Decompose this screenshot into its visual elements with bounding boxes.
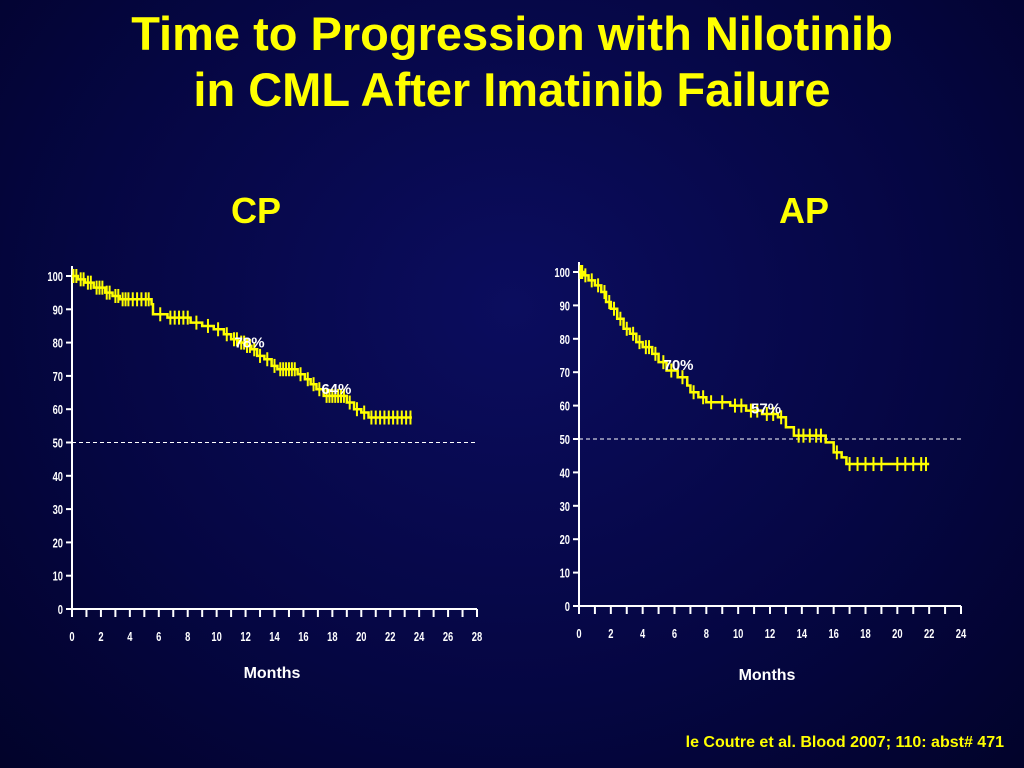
x-tick-label: 16 bbox=[298, 631, 308, 645]
y-tick-label: 20 bbox=[53, 537, 63, 551]
x-tick-label: 8 bbox=[704, 628, 709, 642]
x-tick-label: 18 bbox=[860, 628, 870, 642]
x-tick-label: 14 bbox=[797, 628, 808, 642]
x-tick-label: 26 bbox=[443, 631, 453, 645]
x-tick-label: 6 bbox=[672, 628, 677, 642]
x-tick-label: 24 bbox=[414, 631, 425, 645]
y-tick-label: 10 bbox=[560, 567, 570, 581]
x-tick-label: 4 bbox=[127, 631, 133, 645]
x-axis-title: Months bbox=[739, 667, 796, 684]
y-tick-label: 80 bbox=[560, 333, 570, 347]
x-tick-label: 10 bbox=[211, 631, 221, 645]
x-tick-label: 6 bbox=[156, 631, 161, 645]
survival-annotation: 64% bbox=[321, 381, 351, 398]
y-tick-label: 60 bbox=[560, 400, 570, 414]
survival-annotation: 78% bbox=[235, 334, 265, 351]
x-tick-label: 2 bbox=[98, 631, 103, 645]
x-tick-label: 8 bbox=[185, 631, 190, 645]
x-tick-label: 14 bbox=[269, 631, 280, 645]
x-tick-label: 16 bbox=[828, 628, 838, 642]
y-tick-label: 40 bbox=[53, 470, 63, 484]
x-axis-title: Months bbox=[244, 665, 301, 682]
y-tick-label: 30 bbox=[53, 504, 63, 518]
survival-annotation: 70% bbox=[663, 357, 693, 374]
x-tick-label: 20 bbox=[892, 628, 902, 642]
y-tick-label: 10 bbox=[53, 570, 63, 584]
y-tick-label: 20 bbox=[560, 534, 570, 548]
x-tick-label: 10 bbox=[733, 628, 743, 642]
survival-annotation: 57% bbox=[751, 401, 781, 418]
ap-panel-title: AP bbox=[778, 190, 829, 231]
survival-curve bbox=[579, 270, 930, 466]
x-tick-label: 0 bbox=[576, 628, 581, 642]
title-line-2: in CML After Imatinib Failure bbox=[193, 63, 831, 116]
x-tick-label: 2 bbox=[608, 628, 613, 642]
x-tick-label: 0 bbox=[69, 631, 74, 645]
y-tick-label: 90 bbox=[53, 304, 63, 318]
y-tick-label: 100 bbox=[47, 271, 63, 285]
slide-title: Time to Progression with Nilotinib in CM… bbox=[0, 6, 1024, 118]
x-tick-label: 12 bbox=[240, 631, 250, 645]
y-tick-label: 80 bbox=[53, 337, 63, 351]
cp-panel-title: CP bbox=[230, 190, 281, 231]
x-tick-label: 28 bbox=[472, 631, 482, 645]
y-tick-label: 70 bbox=[560, 367, 570, 381]
citation: le Coutre et al. Blood 2007; 110: abst# … bbox=[685, 734, 1004, 751]
x-tick-label: 12 bbox=[765, 628, 775, 642]
y-tick-label: 30 bbox=[560, 500, 570, 514]
x-tick-label: 22 bbox=[385, 631, 395, 645]
x-tick-label: 4 bbox=[640, 628, 646, 642]
x-tick-label: 20 bbox=[356, 631, 366, 645]
y-tick-label: 100 bbox=[554, 267, 570, 281]
x-tick-label: 24 bbox=[956, 628, 967, 642]
y-tick-label: 50 bbox=[53, 437, 63, 451]
x-tick-label: 18 bbox=[327, 631, 337, 645]
y-tick-label: 0 bbox=[58, 604, 63, 618]
y-tick-label: 90 bbox=[560, 300, 570, 314]
y-tick-label: 70 bbox=[53, 371, 63, 385]
y-tick-label: 50 bbox=[560, 434, 570, 448]
title-line-1: Time to Progression with Nilotinib bbox=[131, 7, 893, 60]
x-tick-label: 22 bbox=[924, 628, 934, 642]
y-tick-label: 0 bbox=[565, 601, 570, 615]
y-tick-label: 60 bbox=[53, 404, 63, 418]
y-tick-label: 40 bbox=[560, 467, 570, 481]
